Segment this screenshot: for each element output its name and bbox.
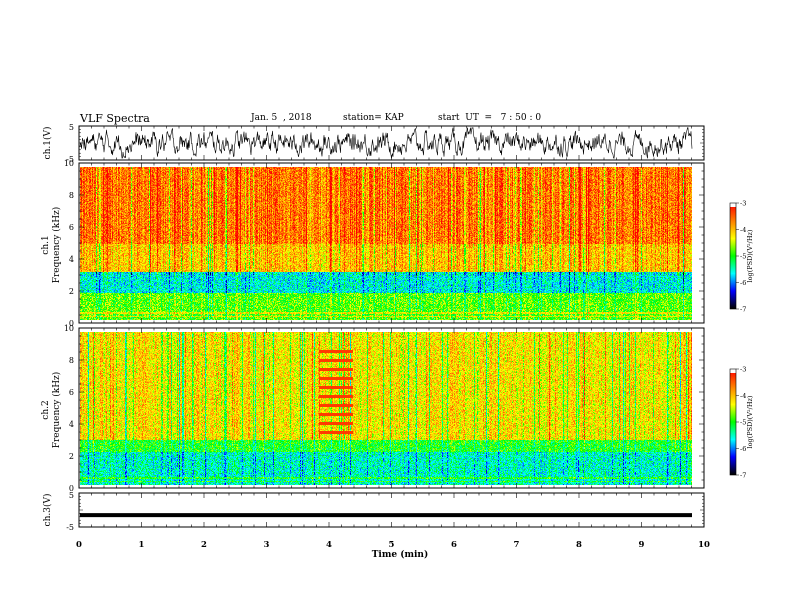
ch3-ylabel: ch.3(V): [42, 494, 53, 527]
xlabel-time: Time (min): [372, 549, 429, 560]
time-tick-label: 10: [698, 540, 710, 550]
ch2-colorbar: -3 -4 -5 -6 -7 log(PSD)(V²/Hz): [729, 366, 754, 480]
time-tick-labels: 0 1 2 3 4 5 6 7 8 9 10: [76, 540, 710, 550]
time-tick-label: 6: [451, 540, 457, 550]
ch1-spectrogram-ticks: 0 2 4 6 8 10: [64, 159, 705, 328]
time-tick-label: 1: [139, 540, 145, 550]
ch1-spectrogram-ylabel-line2: Frequency (kHz): [51, 207, 62, 284]
ch1-colorbar-tick-label: -7: [740, 306, 746, 314]
ch3-waveform-frame: [78, 492, 705, 528]
time-tick-label: 2: [201, 540, 207, 550]
time-tick-label: 4: [326, 540, 332, 550]
ch3-ytick-bottom: -5: [66, 523, 74, 532]
ch1-spectrogram-ytick-label: 4: [69, 255, 74, 264]
ch2-colorbar-tick-label: -6: [740, 445, 746, 453]
ch1-colorbar-label: log(PSD)(V²/Hz): [746, 229, 754, 282]
ch2-colorbar-tick-label: -7: [740, 472, 746, 480]
ch2-spectrogram-ylabel-line2: Frequency (kHz): [51, 372, 62, 449]
ch1-waveform-panel: 5 -5 ch.1(V): [42, 123, 705, 164]
ch1-ytick-bottom: -5: [66, 155, 74, 164]
ch2-spectrogram-ticks: 0 2 4 6 8 10: [64, 324, 705, 493]
ch1-ytick-top: 5: [69, 123, 74, 132]
ch3-xticks: [78, 492, 705, 528]
ch1-colorbar-tick-label: -3: [740, 200, 746, 208]
time-tick-label: 3: [264, 540, 270, 550]
plot-title: VLF Spectra: [80, 112, 150, 125]
ch1-spectrogram-image: [80, 167, 692, 320]
ch2-spectrogram-ytick-label: 10: [64, 324, 74, 333]
ch1-spectrogram-ytick-label: 10: [64, 159, 74, 168]
ch2-spectrogram-ytick-label: 4: [69, 420, 74, 429]
ch2-spectrogram-ytick-label: 8: [69, 356, 74, 365]
ch2-spectrogram-image: [80, 332, 692, 485]
header-station: station= KAP: [343, 113, 404, 123]
ch1-spectrogram-ytick-label: 2: [69, 287, 74, 296]
ch2-spectrogram-panel: 0 2 4 6 8 10 ch.2 Frequency (kHz): [41, 324, 705, 493]
ch1-waveform-trace: [79, 127, 693, 159]
time-tick-label: 9: [639, 540, 645, 550]
ch2-colorbar-tick-label: -5: [740, 419, 746, 427]
ch2-spectrogram-frame: [78, 327, 705, 489]
ch1-colorbar-tick-label: -5: [740, 253, 746, 261]
ch1-colorbar-tick-label: -4: [740, 226, 746, 234]
ch1-colorbar-ticks: -3 -4 -5 -6 -7: [736, 200, 746, 314]
ch2-colorbar-image: [730, 369, 736, 475]
ch1-spectrogram-panel: 0 2 4 6 8 10 ch.1 Frequency (kHz): [41, 159, 705, 328]
ch3-ytick-top: 5: [69, 491, 74, 500]
ch2-colorbar-tick-label: -3: [740, 366, 746, 374]
ch2-colorbar-label: log(PSD)(V²/Hz): [746, 395, 754, 448]
ch2-spectrogram-ytick-label: 6: [69, 388, 74, 397]
ch1-colorbar-tick-label: -6: [740, 279, 746, 287]
ch1-colorbar-image: [730, 203, 736, 309]
header-date: Jan. 5 , 2018: [251, 113, 312, 123]
ch2-spectrogram-ytick-label: 0: [69, 484, 74, 493]
ch1-xticks: [78, 125, 705, 161]
ch3-waveform-panel: 5 -5 ch.3(V) 0 1 2 3 4 5 6 7 8 9 10 Time (min): [42, 491, 710, 560]
ch1-colorbar: -3 -4 -5 -6 -7 log(PSD)(V²/Hz): [729, 200, 754, 314]
ch2-spectrogram-ylabel-line1: ch.2: [41, 400, 51, 419]
ch2-colorbar-tick-label: -4: [740, 392, 746, 400]
ch1-spectrogram-ytick-label: 0: [69, 319, 74, 328]
time-tick-label: 5: [389, 540, 395, 550]
time-tick-label: 0: [76, 540, 82, 550]
ch1-spectrogram-ylabel-line1: ch.1: [41, 235, 51, 254]
time-tick-label: 7: [514, 540, 520, 550]
ch2-colorbar-frame: [729, 368, 737, 476]
ch1-spectrogram-frame: [78, 162, 705, 324]
ch2-spectrogram-ytick-label: 2: [69, 452, 74, 461]
header-start-time: start UT = 7 : 50 : 0: [438, 113, 542, 123]
time-tick-label: 8: [576, 540, 582, 550]
ch1-spectrogram-ytick-label: 6: [69, 223, 74, 232]
ch1-ylabel: ch.1(V): [42, 127, 53, 160]
ch1-spectrogram-ytick-label: 8: [69, 191, 74, 200]
ch2-colorbar-ticks: -3 -4 -5 -6 -7: [736, 366, 746, 480]
ch1-colorbar-frame: [729, 202, 737, 310]
